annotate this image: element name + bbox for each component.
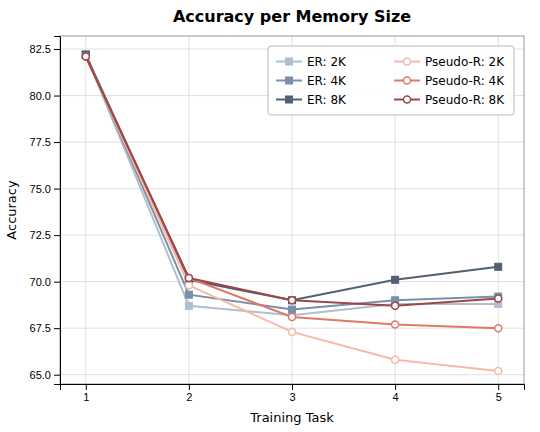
- legend-label: Pseudo-R: 2K: [425, 55, 505, 69]
- point: [185, 282, 192, 289]
- tick-label: 1: [83, 391, 89, 403]
- grid-line: [85, 36, 86, 384]
- tick-label: 72.5: [30, 229, 51, 241]
- point: [185, 274, 192, 281]
- point: [82, 53, 89, 60]
- tick-mark: [498, 384, 499, 390]
- tick-mark: [54, 235, 60, 236]
- tick-mark: [54, 282, 60, 283]
- legend-label: ER: 4K: [307, 74, 347, 88]
- tick-label: 80.0: [30, 90, 51, 102]
- tick: 4: [393, 384, 399, 403]
- tick-label: 77.5: [30, 136, 51, 148]
- legend-entry: ER: 8K: [276, 93, 347, 107]
- legend-marker: [404, 77, 411, 84]
- tick-label: 65.0: [30, 369, 51, 381]
- tick-label: 5: [496, 391, 502, 403]
- plot: 1 2 3 4 5 65.0 67.5 70.0 72.5 75.0 77.5 80.0 82.5 ER:…: [30, 36, 525, 403]
- point: [289, 314, 296, 321]
- legend-entry: ER: 4K: [276, 74, 347, 88]
- point: [392, 356, 399, 363]
- tick-mark: [395, 384, 396, 390]
- legend-entry: Pseudo-R: 2K: [394, 55, 505, 69]
- tick: 80.0: [30, 90, 60, 102]
- x-axis: 1 2 3 4 5: [61, 384, 525, 403]
- tick-mark: [54, 49, 60, 50]
- point: [289, 297, 296, 304]
- legend-frame: [268, 46, 514, 115]
- point: [495, 263, 502, 270]
- tick-mark: [54, 142, 60, 143]
- legend-label: ER: 2K: [307, 55, 347, 69]
- grid-line: [60, 235, 524, 236]
- legend-marker: [404, 58, 411, 65]
- point: [289, 328, 296, 335]
- point: [392, 302, 399, 309]
- tick-label: 70.0: [30, 276, 51, 288]
- point: [392, 321, 399, 328]
- y-axis: 65.0 67.5 70.0 72.5 75.0 77.5 80.0 82.5: [30, 37, 61, 385]
- tick: 75.0: [30, 183, 60, 195]
- tick: 70.0: [30, 276, 60, 288]
- tick: 1: [83, 384, 89, 403]
- legend-entry: Pseudo-R: 4K: [394, 74, 505, 88]
- tick-mark: [54, 375, 60, 376]
- legend-marker: [286, 96, 293, 103]
- tick-mark: [292, 384, 293, 390]
- legend-entry: Pseudo-R: 8K: [394, 93, 505, 107]
- point: [495, 367, 502, 374]
- plot-frame: [60, 36, 524, 384]
- point: [289, 306, 296, 313]
- tick-mark: [54, 189, 60, 190]
- tick: 3: [289, 384, 295, 403]
- chart: 1 2 3 4 5 65.0 67.5 70.0 72.5 75.0 77.5 80.0 82.5 ER:…: [0, 0, 540, 432]
- point: [82, 53, 89, 60]
- tick: 67.5: [30, 322, 60, 334]
- tick: 82.5: [30, 43, 60, 55]
- legend-marker: [286, 58, 293, 65]
- axis-line: [54, 37, 61, 385]
- point: [392, 276, 399, 283]
- axis-line: [61, 385, 525, 391]
- legend-label: ER: 8K: [307, 93, 347, 107]
- tick-label: 3: [289, 391, 295, 403]
- y-axis-title: Accuracy: [4, 180, 19, 240]
- grid-line: [60, 142, 524, 143]
- legend-label: Pseudo-R: 4K: [425, 74, 505, 88]
- point: [185, 274, 192, 281]
- point: [82, 53, 89, 60]
- grid-line: [188, 36, 189, 384]
- tick-label: 75.0: [30, 183, 51, 195]
- grid: [60, 36, 524, 384]
- tick-label: 2: [186, 391, 192, 403]
- tick: 72.5: [30, 229, 60, 241]
- tick: 77.5: [30, 136, 60, 148]
- point: [495, 325, 502, 332]
- point: [495, 295, 502, 302]
- tick: 2: [186, 384, 192, 403]
- legend-marker: [286, 77, 293, 84]
- tick-label: 82.5: [30, 43, 51, 55]
- tick-label: 67.5: [30, 322, 51, 334]
- tick-mark: [189, 384, 190, 390]
- point: [185, 302, 192, 309]
- tick: 5: [496, 384, 502, 403]
- tick-mark: [86, 384, 87, 390]
- legend: ER: 2K ER: 4K ER: 8K Pseudo-R: 2K Pseudo-R: …: [268, 46, 514, 115]
- tick-mark: [54, 96, 60, 97]
- point: [185, 291, 192, 298]
- grid-line: [60, 281, 524, 282]
- grid-line: [60, 188, 524, 189]
- tick: 65.0: [30, 369, 60, 381]
- legend-marker: [404, 96, 411, 103]
- legend-label: Pseudo-R: 8K: [425, 93, 505, 107]
- legend-entry: ER: 2K: [276, 55, 347, 69]
- x-axis-title: Training Task: [249, 410, 334, 425]
- tick-label: 4: [393, 391, 399, 403]
- tick-mark: [54, 328, 60, 329]
- title: Accuracy per Memory Size: [173, 7, 411, 26]
- point: [289, 297, 296, 304]
- grid-line: [60, 374, 524, 375]
